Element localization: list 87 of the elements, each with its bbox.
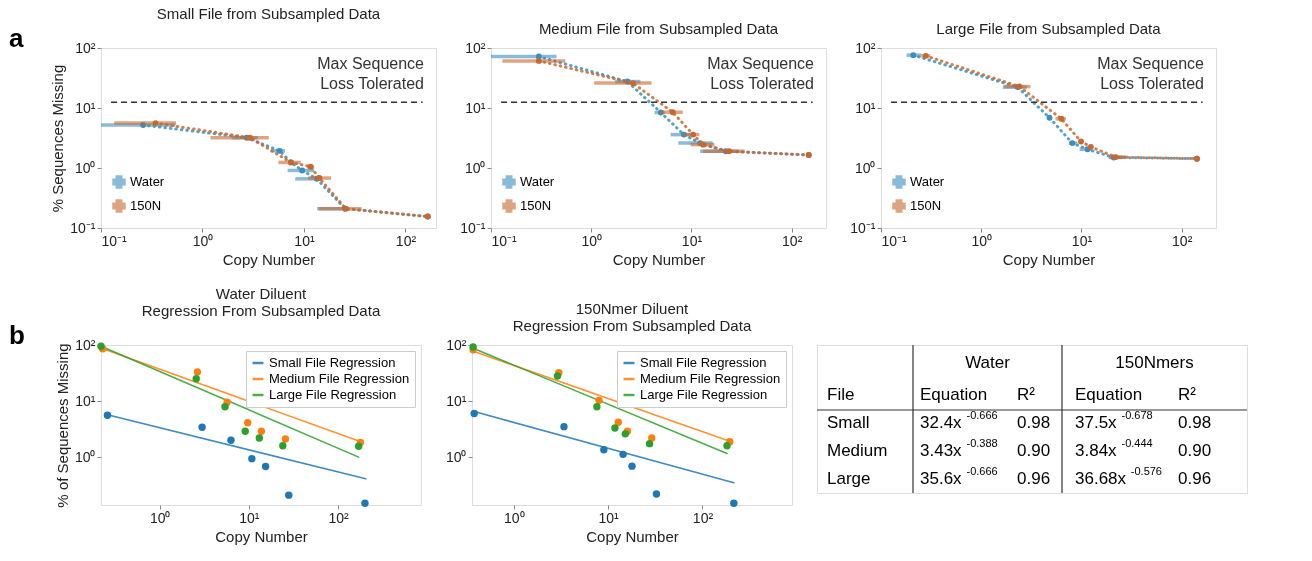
x-axis-title: Copy Number xyxy=(215,527,308,545)
x-tick-label: 10¹ xyxy=(598,509,620,526)
legend-label: Medium File Regression xyxy=(269,371,410,386)
x-tick-label: 10² xyxy=(395,232,417,249)
x-tick-label: 10² xyxy=(692,509,714,526)
y-tick-label: 10¹ xyxy=(446,392,467,409)
legend-label: Small File Regression xyxy=(269,355,396,370)
y-tick-label: 10⁰ xyxy=(464,159,486,176)
x-tick-label: 10¹ xyxy=(1071,232,1093,249)
text: 36.68x-0.576 xyxy=(1075,465,1162,488)
category-label: Equation xyxy=(920,385,988,404)
text: 0.90 xyxy=(1017,441,1051,460)
x-tick-label: 10⁰ xyxy=(971,232,993,249)
legend-label: Large File Regression xyxy=(640,387,768,402)
legend-label: Water xyxy=(520,174,555,189)
text: 35.6x-0.666 xyxy=(920,465,998,488)
x-tick-label: 10⁰ xyxy=(504,509,525,526)
y-tick-label: 10⁻¹ xyxy=(70,219,96,236)
y-tick-label: 10² xyxy=(855,39,876,56)
y-tick-label: 10⁰ xyxy=(854,159,876,176)
x-tick-label: 10⁻¹ xyxy=(881,232,908,249)
chart-title: Water Diluent Regression From Subsampled Data xyxy=(141,285,381,319)
ref-line-label: Max Sequence Loss Tolerated xyxy=(317,55,425,92)
x-tick-label: 10⁰ xyxy=(192,232,214,249)
ref-line-label: Max Sequence Loss Tolerated xyxy=(707,55,815,92)
y-tick-label: 10⁰ xyxy=(74,448,96,465)
x-tick-label: 10¹ xyxy=(294,232,315,249)
x-tick-label: 10⁻¹ xyxy=(491,232,518,249)
category-label: Small xyxy=(827,413,870,432)
y-tick-label: 10¹ xyxy=(75,99,96,116)
legend-label: 150N xyxy=(130,198,162,213)
legend-label: Small File Regression xyxy=(640,355,767,370)
x-tick-label: 10¹ xyxy=(681,232,703,249)
x-axis-title: Copy Number xyxy=(586,527,679,545)
chart-title: Large File from Subsampled Data xyxy=(936,20,1162,37)
legend-label: 150N xyxy=(520,198,552,213)
text: 0.98 xyxy=(1178,413,1212,432)
chart-title: Medium File from Subsampled Data xyxy=(538,20,779,37)
text: 32.4x-0.666 xyxy=(920,409,998,432)
category-label: Large xyxy=(827,469,871,488)
category-label: R² xyxy=(1017,385,1036,404)
text: a xyxy=(9,23,24,53)
x-axis-title: Copy Number xyxy=(222,250,316,268)
y-axis-title: % Sequences Missing xyxy=(49,64,67,213)
x-tick-label: 10² xyxy=(1172,232,1193,249)
y-tick-label: 10² xyxy=(465,39,486,56)
y-tick-label: 10¹ xyxy=(855,99,876,116)
text: 0.90 xyxy=(1178,441,1212,460)
x-tick-label: 10⁰ xyxy=(581,232,603,249)
y-tick-label: 10⁰ xyxy=(74,159,96,176)
y-tick-label: 10² xyxy=(75,336,96,353)
legend-label: 150N xyxy=(910,198,942,213)
y-tick-label: 10² xyxy=(75,39,96,56)
x-tick-label: 10⁻¹ xyxy=(101,232,128,249)
text: 0.98 xyxy=(1017,413,1051,432)
y-tick-label: 10⁻¹ xyxy=(460,219,486,236)
text: 3.84x-0.444 xyxy=(1075,437,1153,460)
text: Water xyxy=(965,353,1011,372)
text: File xyxy=(827,385,855,404)
ref-line-label: Max Sequence Loss Tolerated xyxy=(1097,55,1205,92)
y-tick-label: 10¹ xyxy=(465,99,486,116)
y-tick-label: 10⁰ xyxy=(445,448,467,465)
text: b xyxy=(9,320,25,350)
chart-title: 150Nmer Diluent Regression From Subsampled Data xyxy=(512,300,752,334)
legend-label: Water xyxy=(910,174,945,189)
category-label: Equation xyxy=(1075,385,1143,404)
legend-label: Large File Regression xyxy=(269,387,397,402)
y-tick-label: 10⁻¹ xyxy=(850,219,876,236)
chart-title: Small File from Subsampled Data xyxy=(156,5,381,22)
text: 150Nmers xyxy=(1115,353,1194,372)
x-tick-label: 10² xyxy=(328,509,350,526)
text: 0.96 xyxy=(1017,469,1051,488)
legend-label: Water xyxy=(130,174,165,189)
category-label: R² xyxy=(1178,385,1197,404)
legend-label: Medium File Regression xyxy=(640,371,781,386)
y-tick-label: 10¹ xyxy=(75,392,96,409)
text: 37.5x-0.678 xyxy=(1075,409,1153,432)
x-axis-title: Copy Number xyxy=(612,250,706,268)
y-axis-title: % of Sequences Missing xyxy=(53,343,71,508)
y-tick-label: 10² xyxy=(446,336,467,353)
category-label: Medium xyxy=(827,441,888,460)
text: 3.43x-0.388 xyxy=(920,437,998,460)
x-tick-label: 10² xyxy=(782,232,803,249)
x-axis-title: Copy Number xyxy=(1002,250,1096,268)
x-tick-label: 10⁰ xyxy=(149,509,171,526)
x-tick-label: 10¹ xyxy=(239,509,260,526)
text: 0.96 xyxy=(1178,469,1212,488)
